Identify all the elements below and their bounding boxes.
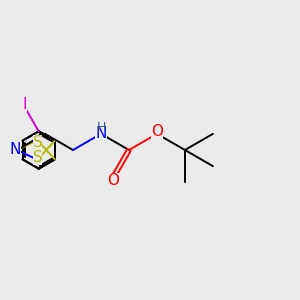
Text: N: N <box>95 126 107 141</box>
Text: O: O <box>151 124 163 139</box>
Text: O: O <box>107 173 119 188</box>
Text: H: H <box>96 121 106 134</box>
Text: I: I <box>23 98 27 112</box>
Text: S: S <box>32 150 42 165</box>
Text: N: N <box>10 142 21 158</box>
Text: S: S <box>32 135 42 150</box>
